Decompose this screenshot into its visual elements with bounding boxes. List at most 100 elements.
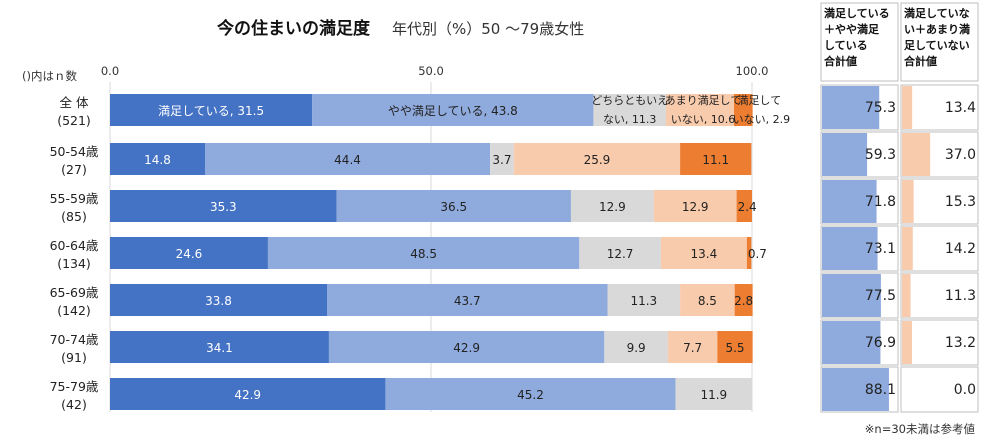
bar-segment — [570, 190, 654, 222]
bar-area: 全 体 (521) 満足している, 31.5 やや満足している, 43.8 どちらともい… — [50, 94, 790, 412]
summary-value: 11.3 — [945, 288, 976, 304]
bar-segment — [604, 331, 668, 363]
data-label: 3.7 — [492, 153, 511, 167]
summary-value: 13.4 — [945, 100, 976, 116]
summary-bar — [902, 321, 913, 364]
summary-header-line: 合計値 — [904, 54, 937, 68]
summary-cell — [900, 366, 979, 413]
data-label: 12.9 — [599, 200, 626, 214]
data-label: 25.9 — [584, 153, 611, 167]
category-n: (85) — [61, 209, 87, 224]
category-label: 全 体 — [60, 95, 89, 110]
summary-header-line: している — [824, 39, 868, 52]
bar-segment — [326, 284, 608, 316]
data-label: 36.5 — [440, 200, 467, 214]
data-label: 42.9 — [453, 341, 480, 355]
bar-segment — [110, 190, 337, 222]
data-label: 42.9 — [234, 388, 261, 402]
bar-row: 60-64歳 (134) 24.6 48.5 12.7 13.4 0.7 — [50, 237, 767, 271]
bar-segment — [513, 143, 681, 175]
summary-cell — [900, 84, 979, 131]
bar-segment — [328, 331, 605, 363]
data-label: やや満足している, 43.8 — [388, 104, 518, 118]
summary-value: 71.8 — [865, 194, 896, 210]
bar-row: 65-69歳 (142) 33.8 43.7 11.3 8.5 2.8 — [50, 284, 753, 318]
data-label: 12.7 — [607, 247, 634, 261]
bar-segment — [110, 331, 329, 363]
category-label: 75-79歳 — [50, 379, 99, 394]
summary-value: 73.1 — [865, 241, 896, 257]
summary-cell — [900, 178, 979, 225]
data-label: 2.8 — [734, 294, 753, 308]
data-label: 44.4 — [334, 153, 361, 167]
bar-segment — [680, 143, 752, 175]
bar-segment — [267, 237, 580, 269]
x-tick-label: 100.0 — [736, 64, 769, 78]
summary-cell — [900, 319, 979, 366]
summary-bar — [902, 133, 931, 176]
category-n: (42) — [61, 397, 87, 412]
data-label: あまり満足して — [665, 94, 742, 107]
summary-value: 88.1 — [865, 382, 896, 398]
summary-header-line: 合計値 — [824, 54, 857, 68]
bar-segment — [717, 331, 753, 363]
summary-value: 37.0 — [945, 147, 976, 163]
category-n: (27) — [61, 162, 87, 177]
bar-segment — [385, 378, 676, 410]
data-label: 34.1 — [206, 341, 233, 355]
bar-row: 75-79歳 (42) 42.9 45.2 11.9 — [50, 378, 752, 412]
data-label: 2.4 — [738, 200, 757, 214]
bar-row: 全 体 (521) 満足している, 31.5 やや満足している, 43.8 どちらともい… — [57, 94, 790, 128]
bar-segment — [746, 237, 752, 269]
summary-value: 59.3 — [865, 147, 896, 163]
category-label: 60-64歳 — [50, 238, 99, 253]
summary-value: 14.2 — [945, 241, 976, 257]
summary-value: 75.3 — [865, 100, 896, 116]
bar-segment — [665, 94, 735, 126]
summary-bar — [822, 368, 889, 411]
summary-value: 76.9 — [865, 335, 896, 351]
summary-bar — [902, 86, 913, 129]
category-label: 55-59歳 — [50, 191, 99, 206]
bar-segment — [110, 237, 268, 269]
summary-value: 77.5 — [865, 288, 896, 304]
bar-segment — [593, 94, 666, 126]
data-label: 11.9 — [700, 388, 727, 402]
summary-bar — [902, 274, 911, 317]
data-label: 満足して — [738, 94, 782, 107]
x-tick-label: 0.0 — [101, 64, 119, 78]
bar-segment — [667, 331, 718, 363]
bar-segment — [675, 378, 752, 410]
bar-segment — [653, 190, 737, 222]
data-label: 12.9 — [682, 200, 709, 214]
data-label: 満足している, 31.5 — [158, 104, 264, 118]
category-n: (134) — [57, 256, 91, 271]
data-label: 24.6 — [176, 247, 203, 261]
summary-bar — [902, 180, 914, 223]
bar-row: 50-54歳 (27) 14.8 44.4 3.7 25.9 11.1 — [50, 143, 752, 177]
data-label: 33.8 — [205, 294, 232, 308]
summary-bar — [822, 227, 878, 270]
bar-segment — [110, 284, 327, 316]
bar-segment — [736, 190, 752, 222]
data-label: 11.1 — [702, 153, 729, 167]
bar-segment — [110, 143, 206, 175]
bar-row: 55-59歳 (85) 35.3 36.5 12.9 12.9 2.4 — [50, 190, 757, 224]
bar-segment — [579, 237, 661, 269]
category-label: 70-74歳 — [50, 332, 99, 347]
data-label: いない, 2.9 — [733, 113, 791, 126]
category-label: 65-69歳 — [50, 285, 99, 300]
summary-value: 0.0 — [954, 382, 976, 398]
bar-segment — [110, 94, 313, 126]
footnote: ※n=30未満は参考値 — [865, 422, 976, 436]
bar-segment — [336, 190, 571, 222]
data-label: 43.7 — [454, 294, 481, 308]
data-label: 11.3 — [630, 294, 657, 308]
category-label: 50-54歳 — [50, 144, 99, 159]
category-n: (91) — [61, 350, 87, 365]
bar-segment — [607, 284, 681, 316]
summary-bar — [822, 86, 880, 129]
data-label: どちらともいえ — [591, 94, 668, 107]
